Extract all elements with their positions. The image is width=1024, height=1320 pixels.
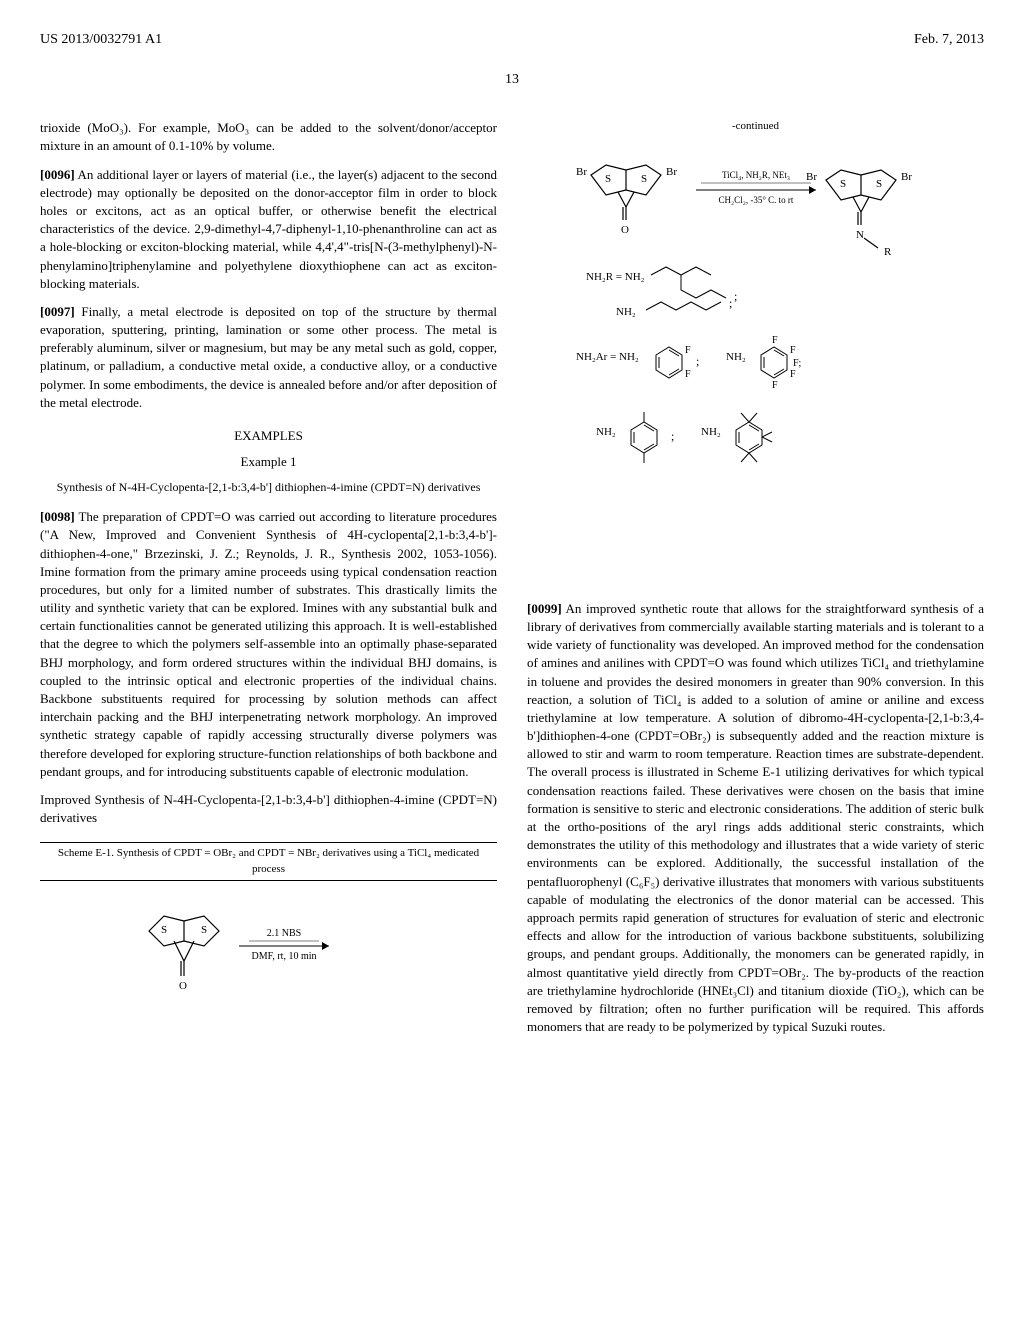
svg-text:F: F — [772, 380, 778, 391]
svg-text:NH₂R = NH₂: NH₂R = NH₂ — [586, 271, 645, 283]
svg-text:S: S — [875, 178, 881, 190]
left-column: trioxide (MoO₃). For example, MoO₃ can b… — [40, 119, 497, 1046]
synthesis-heading: Synthesis of N-4H-Cyclopenta-[2,1-b:3,4-… — [40, 479, 497, 496]
svg-text:F: F — [772, 335, 778, 346]
para-num-0097: [0097] — [40, 304, 75, 319]
page-number: 13 — [40, 70, 984, 90]
svg-text:F: F — [685, 369, 691, 380]
paragraph-0098: [0098] The preparation of CPDT=O was car… — [40, 508, 497, 781]
improved-synthesis-heading: Improved Synthesis of N-4H-Cyclopenta-[2… — [40, 791, 497, 827]
para-text-0099: An improved synthetic route that allows … — [527, 601, 984, 1034]
svg-text:NH₂: NH₂ — [616, 306, 636, 318]
svg-text:O: O — [179, 980, 187, 992]
svg-text:F: F — [685, 345, 691, 356]
paragraph-0096: [0096] An additional layer or layers of … — [40, 166, 497, 293]
svg-text:F: F — [790, 345, 796, 356]
para-num-0098: [0098] — [40, 509, 75, 524]
svg-text:S: S — [604, 173, 610, 185]
svg-text:Br: Br — [576, 166, 587, 178]
svg-text:;: ; — [671, 429, 674, 443]
svg-text:Br: Br — [901, 171, 912, 183]
page-header: US 2013/0032791 A1 Feb. 7, 2013 — [40, 30, 984, 50]
scheme-title: Scheme E-1. Synthesis of CPDT = OBr₂ and… — [40, 842, 497, 881]
svg-text:;: ; — [734, 289, 737, 303]
svg-text:S: S — [839, 178, 845, 190]
svg-text:;: ; — [729, 296, 732, 310]
reaction1-conditions-svg: DMF, rt, 10 min — [251, 951, 316, 962]
svg-text:CH₂Cl₂, -35° C. to rt: CH₂Cl₂, -35° C. to rt — [718, 195, 793, 205]
example1-heading: Example 1 — [40, 453, 497, 471]
svg-text:S: S — [200, 924, 206, 936]
examples-heading: EXAMPLES — [40, 427, 497, 445]
svg-text:R: R — [884, 246, 892, 258]
paragraph-0099: [0099] An improved synthetic route that … — [527, 600, 984, 1037]
svg-text:NH₂Ar = NH₂: NH₂Ar = NH₂ — [576, 351, 639, 363]
svg-text:S: S — [640, 173, 646, 185]
paragraph-0097: [0097] Finally, a metal electrode is dep… — [40, 303, 497, 412]
para-num-0096: [0096] — [40, 167, 75, 182]
chemical-structure-reaction1: S S O 2.1 NBS DMF, rt, 10 min — [40, 891, 497, 1016]
para-text-0097: Finally, a metal electrode is deposited … — [40, 304, 497, 410]
svg-text:TiCl₄, NH₂R, NEt₃: TiCl₄, NH₂R, NEt₃ — [721, 170, 789, 180]
svg-text:F;: F; — [793, 358, 802, 369]
content-columns: trioxide (MoO₃). For example, MoO₃ can b… — [40, 119, 984, 1046]
right-column: -continued Br S S Br O — [527, 119, 984, 1046]
svg-text:;: ; — [696, 354, 699, 368]
svg-text:Br: Br — [806, 171, 817, 183]
svg-text:NH₂: NH₂ — [726, 351, 746, 363]
svg-text:O: O — [621, 224, 629, 236]
paragraph-continuation: trioxide (MoO₃). For example, MoO₃ can b… — [40, 119, 497, 155]
svg-text:F: F — [790, 369, 796, 380]
continued-label: -continued — [527, 119, 984, 134]
svg-text:Br: Br — [666, 166, 677, 178]
svg-text:S: S — [160, 924, 166, 936]
para-num-0099: [0099] — [527, 601, 562, 616]
publication-date: Feb. 7, 2013 — [914, 30, 984, 50]
svg-text:N: N — [856, 229, 864, 241]
patent-number: US 2013/0032791 A1 — [40, 30, 162, 50]
reaction1-reagent-svg: 2.1 NBS — [266, 928, 300, 939]
chemical-structure-reaction2: Br S S Br O TiCl₄, NH₂R, NEt₃ CH₂Cl₂, -3… — [527, 145, 984, 590]
para-text-0098: The preparation of CPDT=O was carried ou… — [40, 509, 497, 779]
svg-text:NH₂: NH₂ — [596, 426, 616, 438]
para-text-0096: An additional layer or layers of materia… — [40, 167, 497, 291]
svg-text:NH₂: NH₂ — [701, 426, 721, 438]
